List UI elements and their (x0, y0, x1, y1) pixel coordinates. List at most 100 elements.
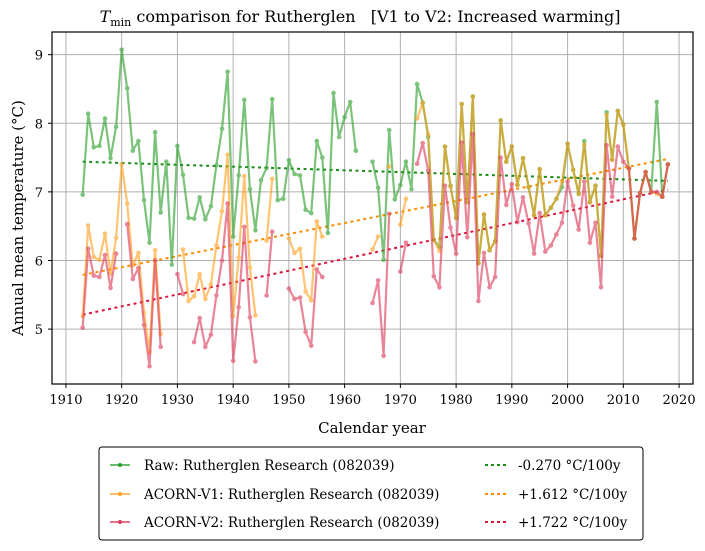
data-point (459, 101, 465, 107)
data-point (242, 97, 247, 103)
series-line (416, 95, 669, 265)
y-axis-ticks: 5 6 7 8 9 (35, 49, 52, 338)
data-point (180, 247, 186, 252)
data-point (102, 252, 108, 258)
data-point (108, 285, 113, 291)
data-point (308, 343, 314, 348)
data-point (554, 232, 559, 237)
legend-box (98, 446, 644, 541)
data-point (543, 249, 548, 254)
data-point (292, 250, 297, 256)
data-point (492, 274, 498, 280)
data-point (308, 210, 314, 216)
data-point (191, 293, 197, 299)
x-tick-label: 1920 (105, 393, 138, 408)
data-point (576, 227, 581, 232)
data-point (102, 231, 108, 236)
x-tick-label: 1930 (161, 393, 194, 408)
data-point (582, 142, 587, 147)
data-point (242, 224, 247, 230)
data-point (621, 122, 626, 127)
data-point (191, 216, 197, 221)
data-point (286, 158, 292, 163)
data-point (559, 179, 565, 184)
data-point (353, 148, 359, 153)
data-point (632, 236, 637, 241)
data-point (582, 138, 587, 144)
data-point (481, 250, 487, 256)
data-point (320, 234, 325, 239)
legend: Raw: Rutherglen Research (082039) ACORN-V… (98, 446, 644, 541)
data-point (576, 191, 581, 197)
data-point (147, 240, 152, 245)
data-point (504, 202, 509, 208)
data-point (403, 240, 409, 245)
data-point (325, 230, 331, 236)
data-point (587, 199, 593, 205)
data-point (225, 201, 230, 206)
x-tick-label: 1980 (440, 393, 473, 408)
data-point (442, 183, 448, 188)
data-point (498, 118, 504, 123)
data-point (526, 221, 531, 226)
x-tick-label: 1910 (49, 393, 82, 408)
data-point (409, 186, 414, 192)
data-point (130, 148, 136, 153)
data-point (180, 172, 186, 177)
data-point (214, 162, 219, 168)
data-point (609, 194, 615, 199)
data-point (219, 258, 225, 263)
data-point (414, 116, 420, 121)
data-point (487, 285, 492, 290)
data-point (214, 293, 219, 298)
data-point (225, 69, 230, 75)
y-tick-label: 9 (35, 49, 43, 64)
series-line (181, 153, 257, 318)
data-point (403, 196, 409, 201)
data-point (275, 197, 281, 203)
data-point (314, 267, 320, 272)
data-point (565, 179, 570, 184)
legend-series-marker (118, 463, 122, 467)
data-point (548, 243, 554, 248)
data-point (269, 176, 275, 182)
data-point (375, 234, 381, 239)
data-point (80, 192, 85, 197)
data-point (420, 100, 426, 105)
data-point (598, 285, 604, 290)
data-point (158, 344, 163, 350)
data-point (297, 295, 303, 300)
data-point (320, 155, 325, 160)
data-point (175, 143, 180, 149)
data-point (91, 145, 97, 150)
data-point (537, 166, 542, 172)
data-point (414, 81, 420, 87)
series-line (265, 231, 274, 296)
data-point (147, 363, 152, 369)
data-point (269, 96, 275, 102)
data-point (375, 185, 381, 191)
trend-line (82, 188, 669, 316)
data-point (236, 173, 241, 178)
data-point (236, 304, 241, 310)
data-point (515, 219, 520, 225)
data-point (169, 262, 175, 267)
legend-series-label: ACORN-V2: Rutherglen Research (082039) (143, 515, 439, 531)
data-point (398, 222, 403, 228)
data-point (370, 159, 375, 164)
data-point (520, 156, 526, 161)
data-point (91, 273, 97, 278)
data-point (286, 236, 292, 241)
data-point (386, 164, 392, 169)
series-line (416, 133, 669, 303)
data-point (197, 195, 202, 200)
data-point (113, 124, 119, 129)
data-point (180, 291, 186, 297)
data-point (453, 251, 459, 256)
data-point (119, 162, 124, 167)
data-point (347, 99, 353, 105)
x-tick-label: 1970 (384, 393, 417, 408)
x-axis-ticks: 1910 1920 1930 1940 1950 1960 1970 1980 1990 2000… (49, 384, 696, 408)
data-point (582, 179, 587, 184)
